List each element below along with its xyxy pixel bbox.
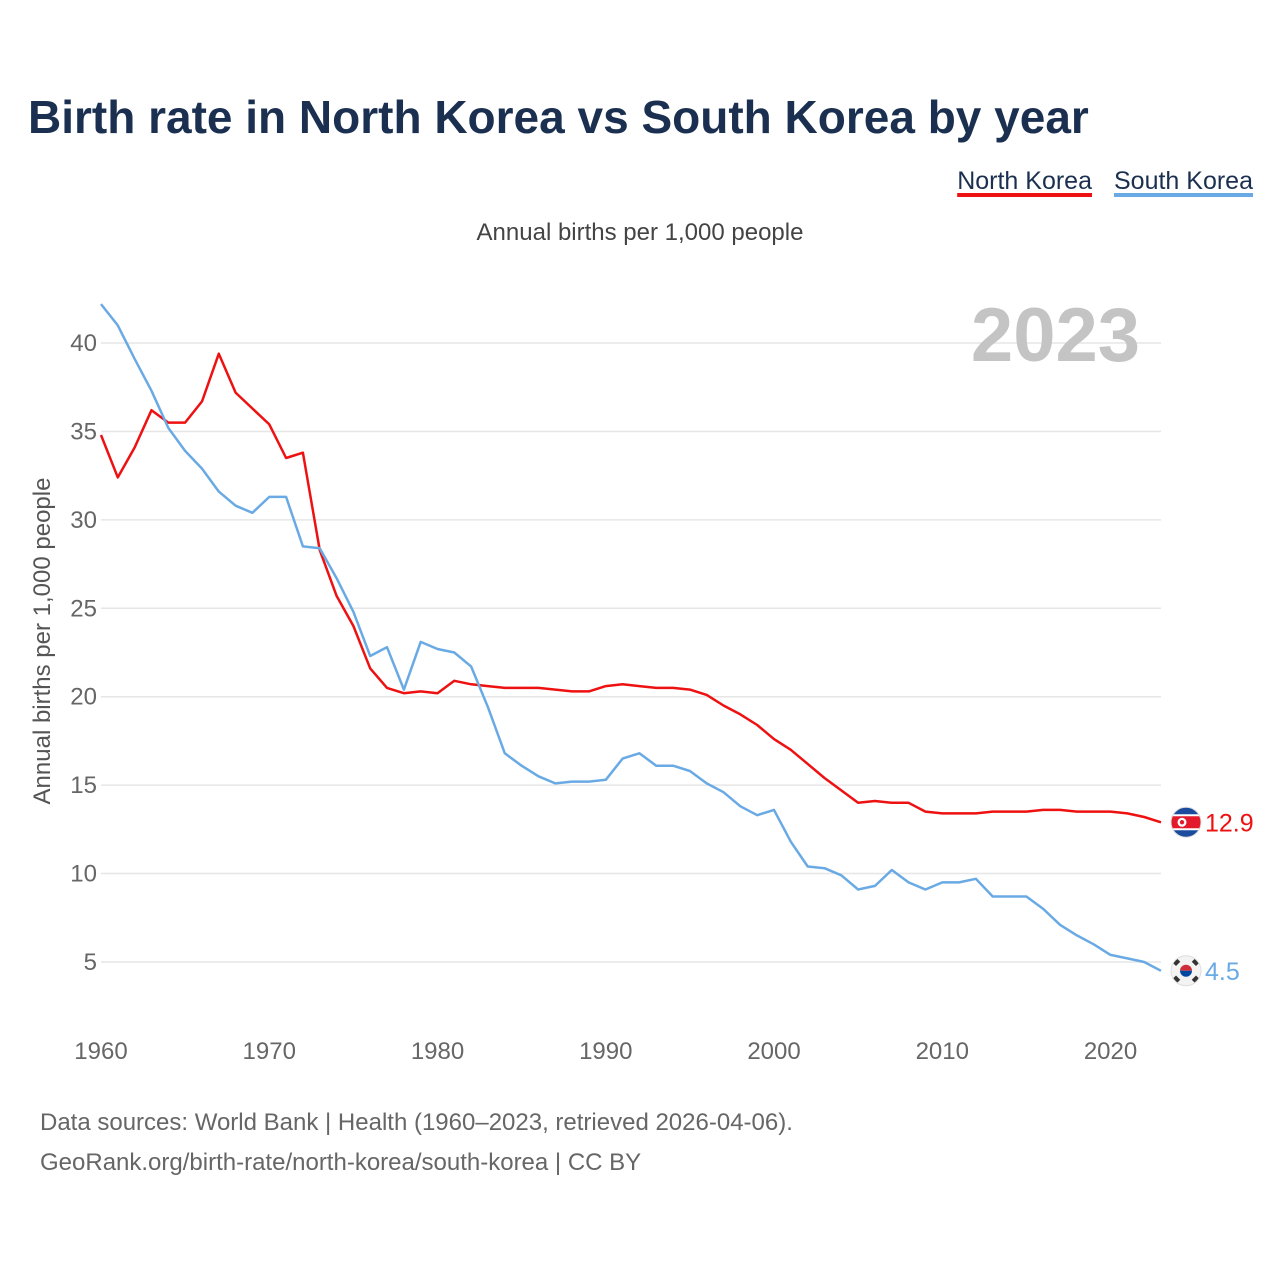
series-lines: [99, 303, 1162, 972]
grid: [101, 342, 1161, 963]
x-tick-label: 1960: [74, 1038, 127, 1065]
end-labels: 12.9 4.5: [1170, 806, 1254, 987]
x-tick-label: 2020: [1084, 1038, 1137, 1065]
end-label-value: 12.9: [1205, 809, 1254, 837]
series-line-south-korea: [100, 303, 1162, 972]
x-tick-label: 1980: [411, 1038, 464, 1065]
legend-swatch: [957, 193, 1092, 197]
source-line-1: Data sources: World Bank | Health (1960–…: [40, 1109, 793, 1136]
source-line-2: GeoRank.org/birth-rate/north-korea/south…: [40, 1149, 641, 1176]
south-korea-flag-icon: [1170, 955, 1202, 987]
legend-item-south-korea[interactable]: South Korea: [1114, 167, 1253, 195]
end-label-value: 4.5: [1205, 958, 1240, 986]
x-tick-label: 2010: [916, 1038, 969, 1065]
x-tick-label: 2000: [747, 1038, 800, 1065]
current-year-label: 2023: [971, 293, 1140, 378]
y-tick-label: 35: [70, 418, 97, 445]
chart-title: Birth rate in North Korea vs South Korea…: [28, 91, 1089, 143]
legend-swatch: [1114, 193, 1253, 197]
x-tick-label: 1990: [579, 1038, 632, 1065]
y-tick-label: 10: [70, 861, 97, 888]
y-tick-label: 5: [84, 949, 97, 976]
y-tick-label: 30: [70, 507, 97, 534]
y-tick-label: 15: [70, 772, 97, 799]
chart-subtitle: Annual births per 1,000 people: [477, 219, 804, 246]
x-axis-ticks: 1960 1970 1980 1990 2000 2010 2020: [74, 1038, 1137, 1065]
y-tick-label: 40: [70, 330, 97, 357]
legend-item-north-korea[interactable]: North Korea: [957, 167, 1092, 195]
series-line-north-korea: [99, 352, 1162, 824]
y-tick-label: 25: [70, 595, 97, 622]
y-axis-label: Annual births per 1,000 people: [29, 478, 56, 805]
legend[interactable]: South Korea North Korea: [957, 167, 1253, 197]
x-tick-label: 1970: [243, 1038, 296, 1065]
y-axis-ticks: 5 10 15 20 25 30 35 40: [70, 330, 97, 976]
y-tick-label: 20: [70, 684, 97, 711]
north-korea-flag-icon: [1170, 806, 1202, 838]
